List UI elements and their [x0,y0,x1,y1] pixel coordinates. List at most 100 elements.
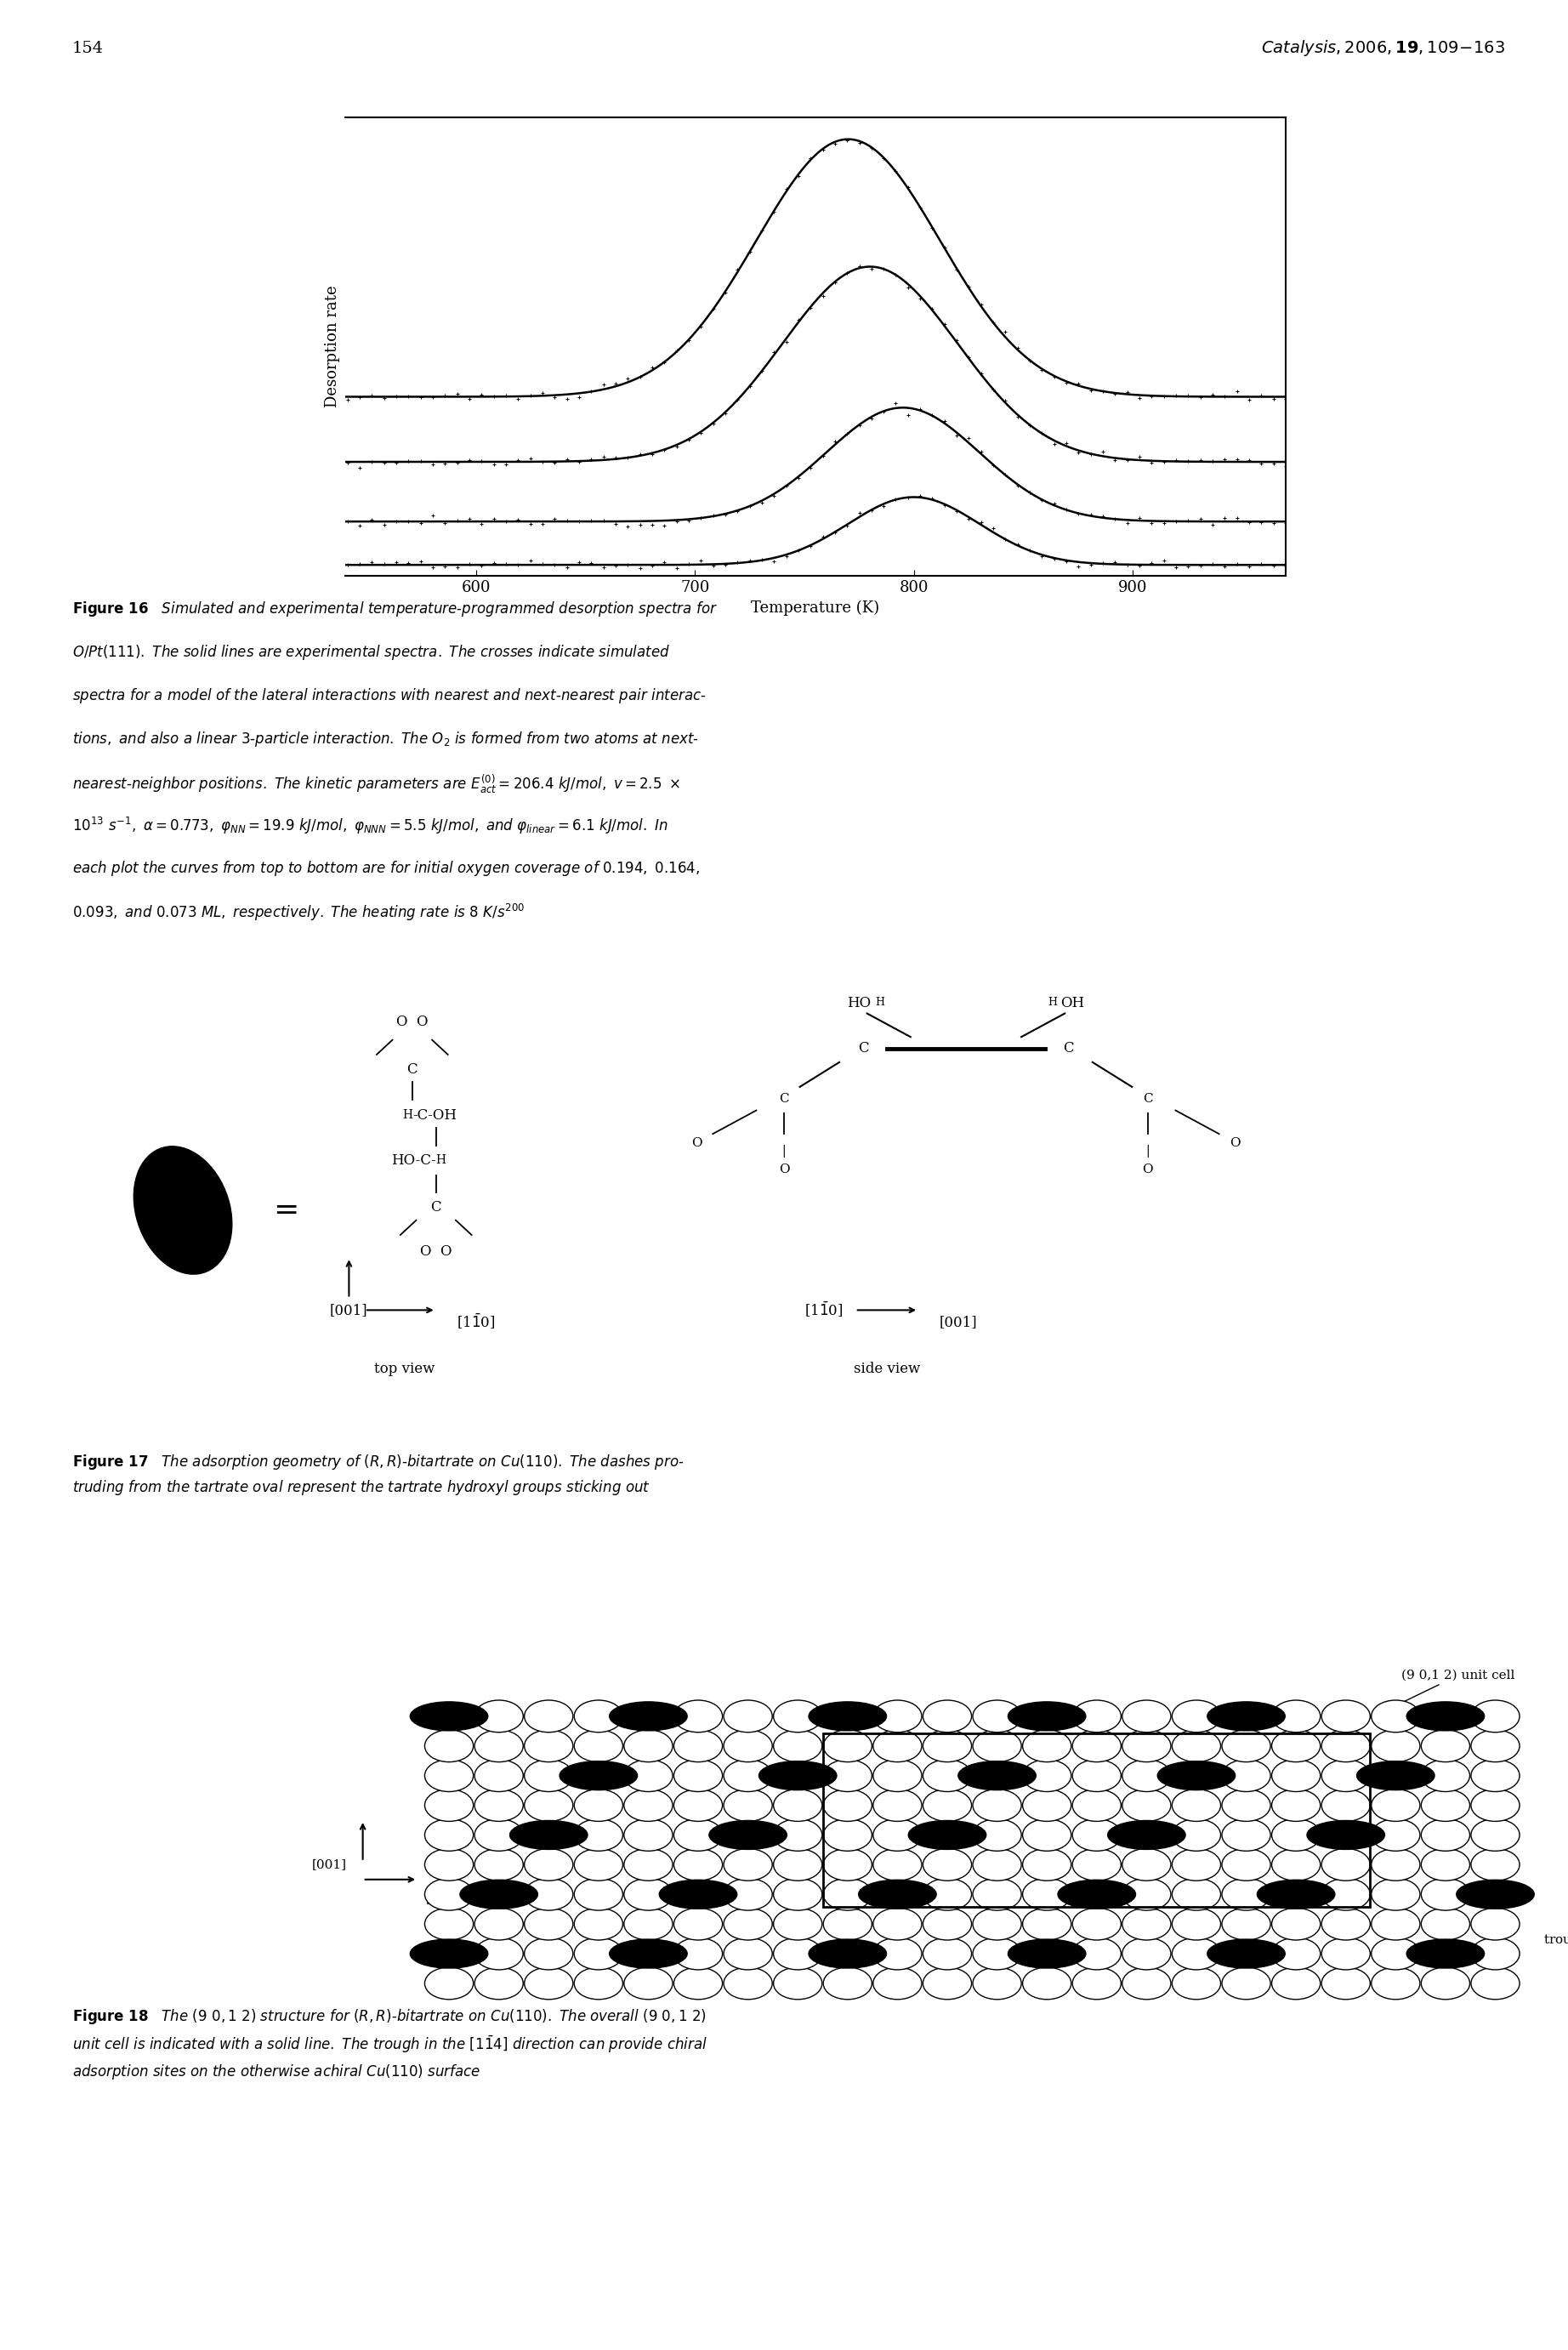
Circle shape [1372,1939,1421,1969]
Text: $\mathit{tions,\ and\ also\ a\ linear\ 3\text{-}particle\ interaction.\ The\ O_2: $\mathit{tions,\ and\ also\ a\ linear\ 3… [72,728,699,747]
Circle shape [724,1908,773,1941]
Circle shape [1073,1939,1121,1969]
Ellipse shape [958,1760,1036,1791]
Circle shape [574,1788,622,1821]
Text: O  O: O O [420,1243,452,1260]
Circle shape [1171,1939,1220,1969]
Circle shape [1171,1878,1220,1911]
Circle shape [1471,1760,1519,1791]
Circle shape [475,1699,524,1732]
Circle shape [823,1819,872,1852]
Text: $\mathit{spectra\ for\ a\ model\ of\ the\ lateral\ interactions\ with\ nearest\ : $\mathit{spectra\ for\ a\ model\ of\ the… [72,686,706,705]
Circle shape [1272,1908,1320,1941]
Circle shape [1322,1730,1370,1762]
Circle shape [1272,1849,1320,1880]
Circle shape [1272,1730,1320,1762]
Circle shape [823,1730,872,1762]
Circle shape [773,1819,822,1852]
Text: C: C [1063,1041,1074,1055]
Ellipse shape [510,1821,588,1849]
Circle shape [924,1788,972,1821]
Circle shape [574,1849,622,1880]
Circle shape [1073,1849,1121,1880]
Circle shape [475,1760,524,1791]
Circle shape [1171,1908,1220,1941]
Ellipse shape [859,1880,936,1908]
Ellipse shape [560,1760,637,1791]
Circle shape [1221,1819,1270,1852]
Text: [1$\bar{1}$0]: [1$\bar{1}$0] [456,1311,495,1332]
Ellipse shape [411,1939,488,1969]
Circle shape [1022,1908,1071,1941]
Circle shape [972,1908,1021,1941]
Text: $\mathit{10^{13}\ s^{-1},\ \alpha = 0.773,\ \varphi_{NN} = 19.9\ kJ/mol,\ \varph: $\mathit{10^{13}\ s^{-1},\ \alpha = 0.77… [72,815,668,837]
Text: OH: OH [1062,996,1085,1010]
Ellipse shape [809,1939,886,1969]
Text: 154: 154 [72,40,103,56]
Circle shape [674,1908,723,1941]
Circle shape [1022,1760,1071,1791]
Circle shape [924,1730,972,1762]
Text: O: O [779,1163,789,1175]
Circle shape [1471,1967,1519,2000]
Circle shape [823,1878,872,1911]
Circle shape [823,1788,872,1821]
Text: $\mathit{Catalysis, 2006, \mathbf{19}, 109\!-\!163}$: $\mathit{Catalysis, 2006, \mathbf{19}, 1… [1261,38,1505,59]
Text: [1$\bar{1}$0]: [1$\bar{1}$0] [425,1889,461,1906]
Circle shape [924,1849,972,1880]
Circle shape [1372,1788,1421,1821]
Circle shape [1272,1788,1320,1821]
Ellipse shape [1406,1701,1485,1730]
Circle shape [674,1849,723,1880]
Ellipse shape [759,1760,837,1791]
Circle shape [1322,1788,1370,1821]
Circle shape [823,1849,872,1880]
Circle shape [1421,1849,1469,1880]
Circle shape [873,1939,922,1969]
Circle shape [724,1849,773,1880]
Text: =: = [273,1196,298,1224]
Circle shape [624,1730,673,1762]
Circle shape [1322,1699,1370,1732]
Circle shape [1221,1849,1270,1880]
Circle shape [1022,1967,1071,2000]
Circle shape [1022,1819,1071,1852]
Circle shape [1123,1699,1171,1732]
Circle shape [574,1730,622,1762]
Circle shape [1123,1967,1171,2000]
Text: top view: top view [375,1361,434,1377]
Text: HO: HO [847,996,870,1010]
Ellipse shape [610,1701,687,1730]
Circle shape [624,1760,673,1791]
Ellipse shape [411,1701,488,1730]
Circle shape [1471,1788,1519,1821]
Circle shape [972,1967,1021,2000]
X-axis label: Temperature (K): Temperature (K) [751,599,880,616]
Text: O  O: O O [397,1015,428,1029]
Circle shape [1171,1819,1220,1852]
Circle shape [1272,1819,1320,1852]
Ellipse shape [1308,1821,1385,1849]
Circle shape [1221,1878,1270,1911]
Circle shape [1073,1819,1121,1852]
Circle shape [524,1908,572,1941]
Circle shape [475,1908,524,1941]
Circle shape [1221,1908,1270,1941]
Circle shape [524,1967,572,2000]
Circle shape [1372,1730,1421,1762]
Circle shape [624,1849,673,1880]
Circle shape [674,1939,723,1969]
Circle shape [574,1967,622,2000]
Circle shape [724,1967,773,2000]
Circle shape [624,1819,673,1852]
Circle shape [972,1819,1021,1852]
Circle shape [724,1788,773,1821]
Circle shape [1372,1878,1421,1911]
Circle shape [773,1699,822,1732]
Circle shape [1421,1878,1469,1911]
Circle shape [1022,1849,1071,1880]
Text: HO-C-: HO-C- [392,1154,436,1168]
Circle shape [873,1849,922,1880]
Circle shape [823,1967,872,2000]
Circle shape [724,1878,773,1911]
